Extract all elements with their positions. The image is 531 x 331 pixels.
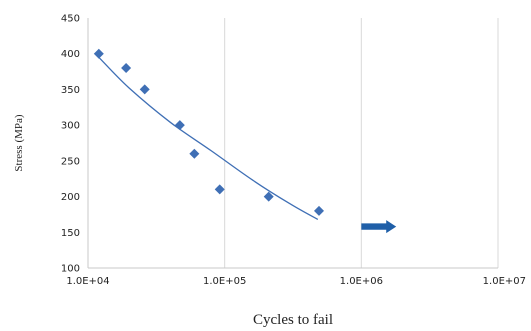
- y-tick-label: 450: [61, 14, 80, 25]
- y-tick-label: 150: [61, 228, 80, 239]
- x-tick-label: 1.0E+06: [340, 276, 383, 287]
- y-tick-labels: 450 400 350 300 250 200 150 100: [61, 14, 80, 275]
- data-point: [263, 191, 274, 202]
- data-points: [93, 48, 324, 216]
- x-tick-labels: 1.0E+04 1.0E+05 1.0E+06 1.0E+07: [66, 276, 526, 287]
- trendline-curve: [98, 56, 319, 220]
- y-tick-label: 200: [61, 192, 80, 203]
- x-tick-label: 1.0E+07: [483, 276, 526, 287]
- y-tick-label: 100: [61, 264, 80, 275]
- y-tick-label: 300: [61, 121, 80, 132]
- data-point: [139, 84, 150, 95]
- data-point: [189, 148, 200, 159]
- x-tick-label: 1.0E+04: [66, 276, 109, 287]
- axes: [87, 18, 498, 269]
- data-point: [93, 48, 104, 59]
- y-tick-label: 350: [61, 85, 80, 96]
- annotations: [361, 220, 397, 234]
- data-point: [214, 184, 225, 195]
- x-axis-title: Cycles to fail: [253, 312, 333, 328]
- y-axis-title: Stress (MPa): [13, 114, 25, 171]
- trendline: [98, 56, 319, 220]
- y-tick-label: 250: [61, 156, 80, 167]
- data-point: [121, 63, 132, 73]
- y-tick-label: 400: [61, 49, 80, 60]
- data-point: [313, 205, 324, 216]
- grid-lines: [224, 18, 499, 268]
- x-tick-label: 1.0E+05: [203, 276, 246, 287]
- right-arrow-icon: [361, 220, 397, 234]
- data-point: [174, 120, 185, 131]
